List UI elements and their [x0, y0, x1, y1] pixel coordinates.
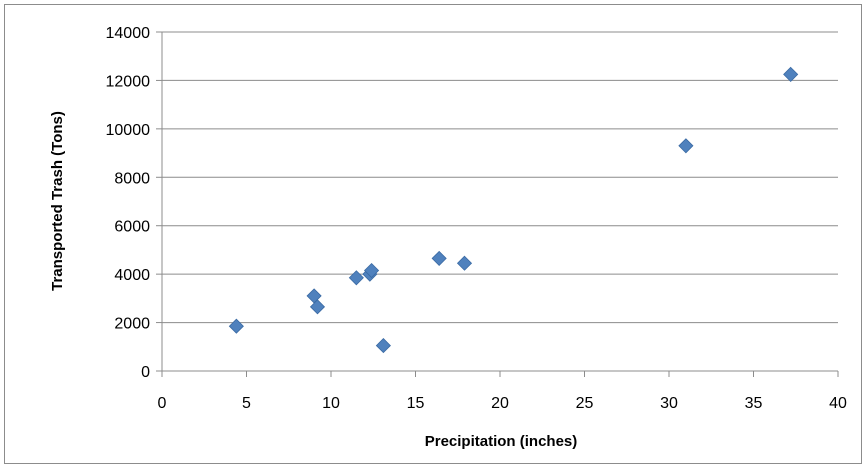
data-point-marker — [348, 270, 364, 286]
y-tick-label: 0 — [141, 364, 150, 381]
data-point-marker — [783, 66, 799, 82]
data-point-marker — [678, 138, 694, 154]
axes — [156, 31, 839, 377]
x-axis-title: Precipitation (inches) — [425, 433, 578, 450]
data-point-marker — [309, 299, 326, 315]
x-tick-label: 15 — [407, 395, 425, 412]
data-point-marker — [228, 318, 244, 334]
y-tick-label: 10000 — [106, 122, 151, 139]
x-tick-labels: 0 5 10 15 20 25 30 35 40 — [158, 395, 847, 412]
x-tick-label: 40 — [829, 395, 847, 412]
y-axis-title: Transported Trash (Tons) — [49, 111, 66, 291]
x-tick-label: 10 — [322, 395, 340, 412]
y-tick-label: 8000 — [114, 170, 150, 187]
y-tick-label: 2000 — [114, 316, 150, 333]
x-tick-label: 30 — [660, 395, 678, 412]
y-tick-label: 12000 — [106, 73, 151, 90]
y-tick-label: 4000 — [114, 267, 150, 284]
data-point-marker — [431, 250, 447, 266]
y-tick-label: 6000 — [114, 219, 150, 236]
x-tick-label: 20 — [491, 395, 509, 412]
x-tick-label: 35 — [745, 395, 763, 412]
y-tick-labels: 0 2000 4000 6000 8000 10000 12000 14000 — [106, 25, 151, 381]
x-tick-label: 5 — [242, 395, 251, 412]
data-point-marker — [375, 338, 391, 354]
y-tick-label: 14000 — [106, 25, 151, 42]
data-points — [228, 66, 799, 354]
data-point-marker — [363, 262, 380, 279]
gridlines — [162, 31, 838, 324]
data-point-marker — [456, 255, 473, 271]
x-tick-label: 25 — [576, 395, 594, 412]
x-tick-label: 0 — [158, 395, 167, 412]
